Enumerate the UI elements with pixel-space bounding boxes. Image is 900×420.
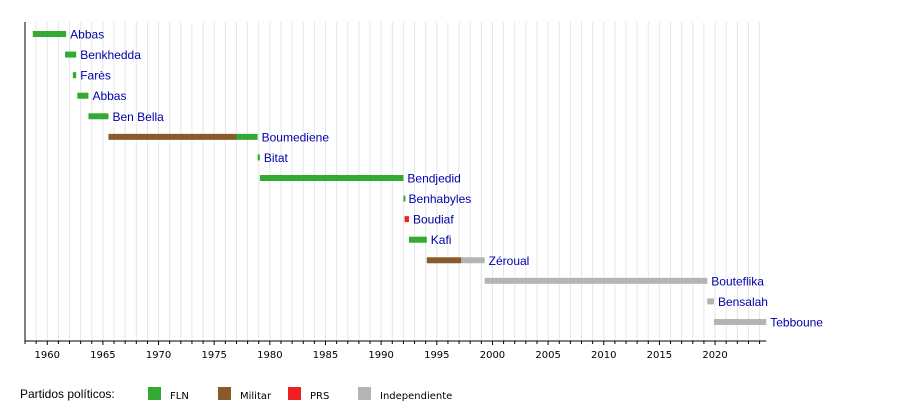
x-tick-label: 1985 [313, 350, 338, 361]
x-tick-label: 1965 [90, 350, 115, 361]
row-label: Ben Bella [112, 110, 164, 124]
bar-fln [88, 113, 109, 120]
row-label: Bouteflika [711, 274, 764, 288]
x-tick-label: 2015 [647, 350, 672, 361]
row-label: Bensalah [718, 295, 768, 309]
bar-independiente [713, 318, 767, 325]
row-label: Kafi [431, 233, 452, 247]
bar-fln [77, 92, 89, 99]
bar-militar [426, 257, 462, 264]
row-label: Bendjedid [407, 171, 460, 185]
row-label: Farès [80, 69, 111, 83]
row-label: Boudiaf [413, 213, 454, 227]
bar-independiente [484, 277, 708, 284]
bar-independiente [461, 257, 485, 264]
bar-militar [108, 133, 237, 140]
row-label: Benkhedda [80, 48, 141, 62]
legend-swatch-independiente [358, 387, 371, 400]
legend-swatch-militar [218, 387, 231, 400]
x-tick-label: 1990 [368, 350, 393, 361]
bar-fln [257, 154, 260, 161]
bar-fln [65, 51, 77, 58]
bar-fln [403, 195, 406, 202]
bar-fln [408, 236, 427, 243]
bar-fln [72, 72, 77, 79]
bar-fln [32, 31, 67, 37]
x-tick-label: 1980 [257, 350, 282, 361]
row-label: Zéroual [489, 254, 530, 268]
legend-label: Militar [240, 391, 272, 402]
legend-label: PRS [310, 391, 329, 402]
x-tick-label: 1995 [424, 350, 449, 361]
row-label: Bitat [264, 151, 289, 165]
row-label: Tebboune [770, 315, 823, 329]
row-label: Boumediene [262, 130, 330, 144]
bar-independiente [707, 298, 714, 305]
row-label: Abbas [70, 28, 104, 42]
bar-fln [236, 133, 258, 140]
x-tick-label: 1975 [201, 350, 226, 361]
x-tick-label: 2020 [702, 350, 727, 361]
x-tick-label: 2010 [591, 350, 616, 361]
x-tick-label: 1970 [146, 350, 171, 361]
row-label: Abbas [92, 89, 126, 103]
bar-fln [259, 174, 404, 181]
legend-title: Partidos políticos: [20, 387, 115, 401]
legend-swatch-prs [288, 387, 301, 400]
row-label: Benhabyles [409, 192, 472, 206]
legend-swatch-fln [148, 387, 161, 400]
bar-prs [404, 216, 409, 223]
x-tick-label: 2005 [535, 350, 560, 361]
legend-label: Independiente [380, 391, 452, 402]
x-tick-label: 2000 [480, 350, 505, 361]
legend-label: FLN [170, 391, 189, 402]
x-tick-label: 1960 [35, 350, 60, 361]
